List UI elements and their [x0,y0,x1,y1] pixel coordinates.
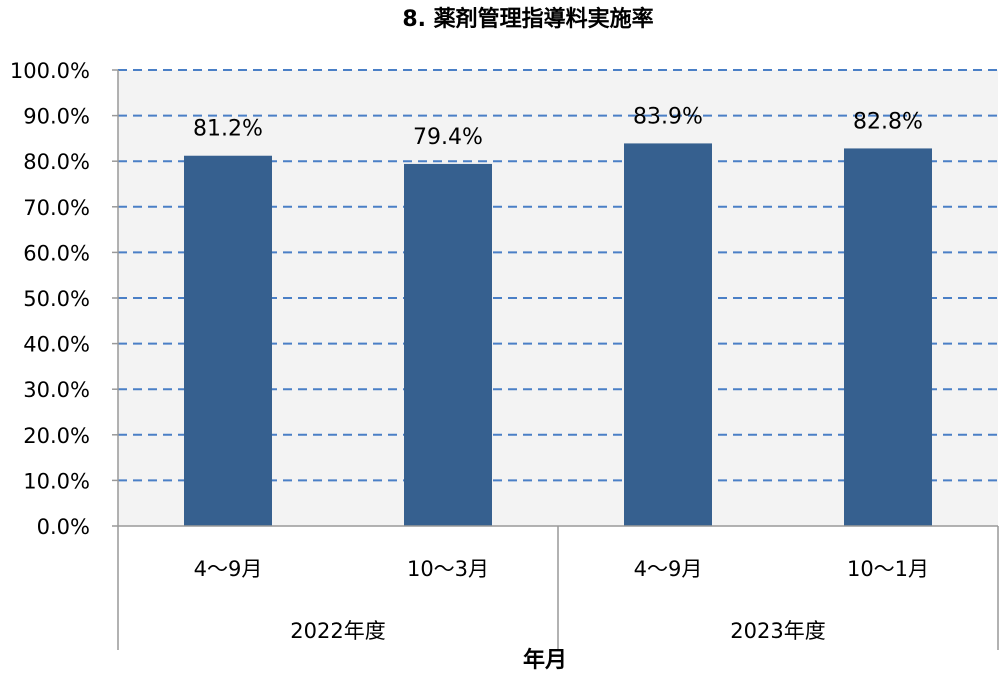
data-label: 83.9% [633,104,703,129]
y-tick-label: 60.0% [23,241,90,265]
x-axis-title: 年月 [523,647,567,673]
category-label: 10～1月 [847,557,929,581]
group-label: 2022年度 [290,619,385,643]
y-tick-label: 40.0% [23,333,90,357]
bar [844,148,932,526]
axes [112,69,999,650]
y-tick-label: 30.0% [23,378,90,402]
y-tick-label: 100.0% [10,59,90,83]
chart-title: 8. 薬剤管理指導料実施率 [402,6,653,32]
y-tick-label: 50.0% [23,287,90,311]
bars [184,143,932,526]
category-label: 10～3月 [407,557,489,581]
bar [624,143,712,526]
bar [184,155,272,526]
gridlines [118,69,998,482]
y-tick-label: 10.0% [23,469,90,493]
data-label: 82.8% [853,109,923,134]
y-tick-label: 0.0% [37,515,90,539]
data-label: 79.4% [413,125,483,150]
bar [404,163,492,526]
labels: 0.0% 10.0% 20.0% 30.0% 40.0% 50.0% 60.0% 70.0% 8… [10,59,929,643]
y-tick-label: 80.0% [23,150,90,174]
y-tick-label: 20.0% [23,424,90,448]
group-label: 2023年度 [730,619,825,643]
data-label: 81.2% [193,117,263,142]
y-tick-label: 90.0% [23,105,90,129]
category-label: 4～9月 [634,557,703,581]
category-label: 4～9月 [194,557,263,581]
y-tick-label: 70.0% [23,196,90,220]
